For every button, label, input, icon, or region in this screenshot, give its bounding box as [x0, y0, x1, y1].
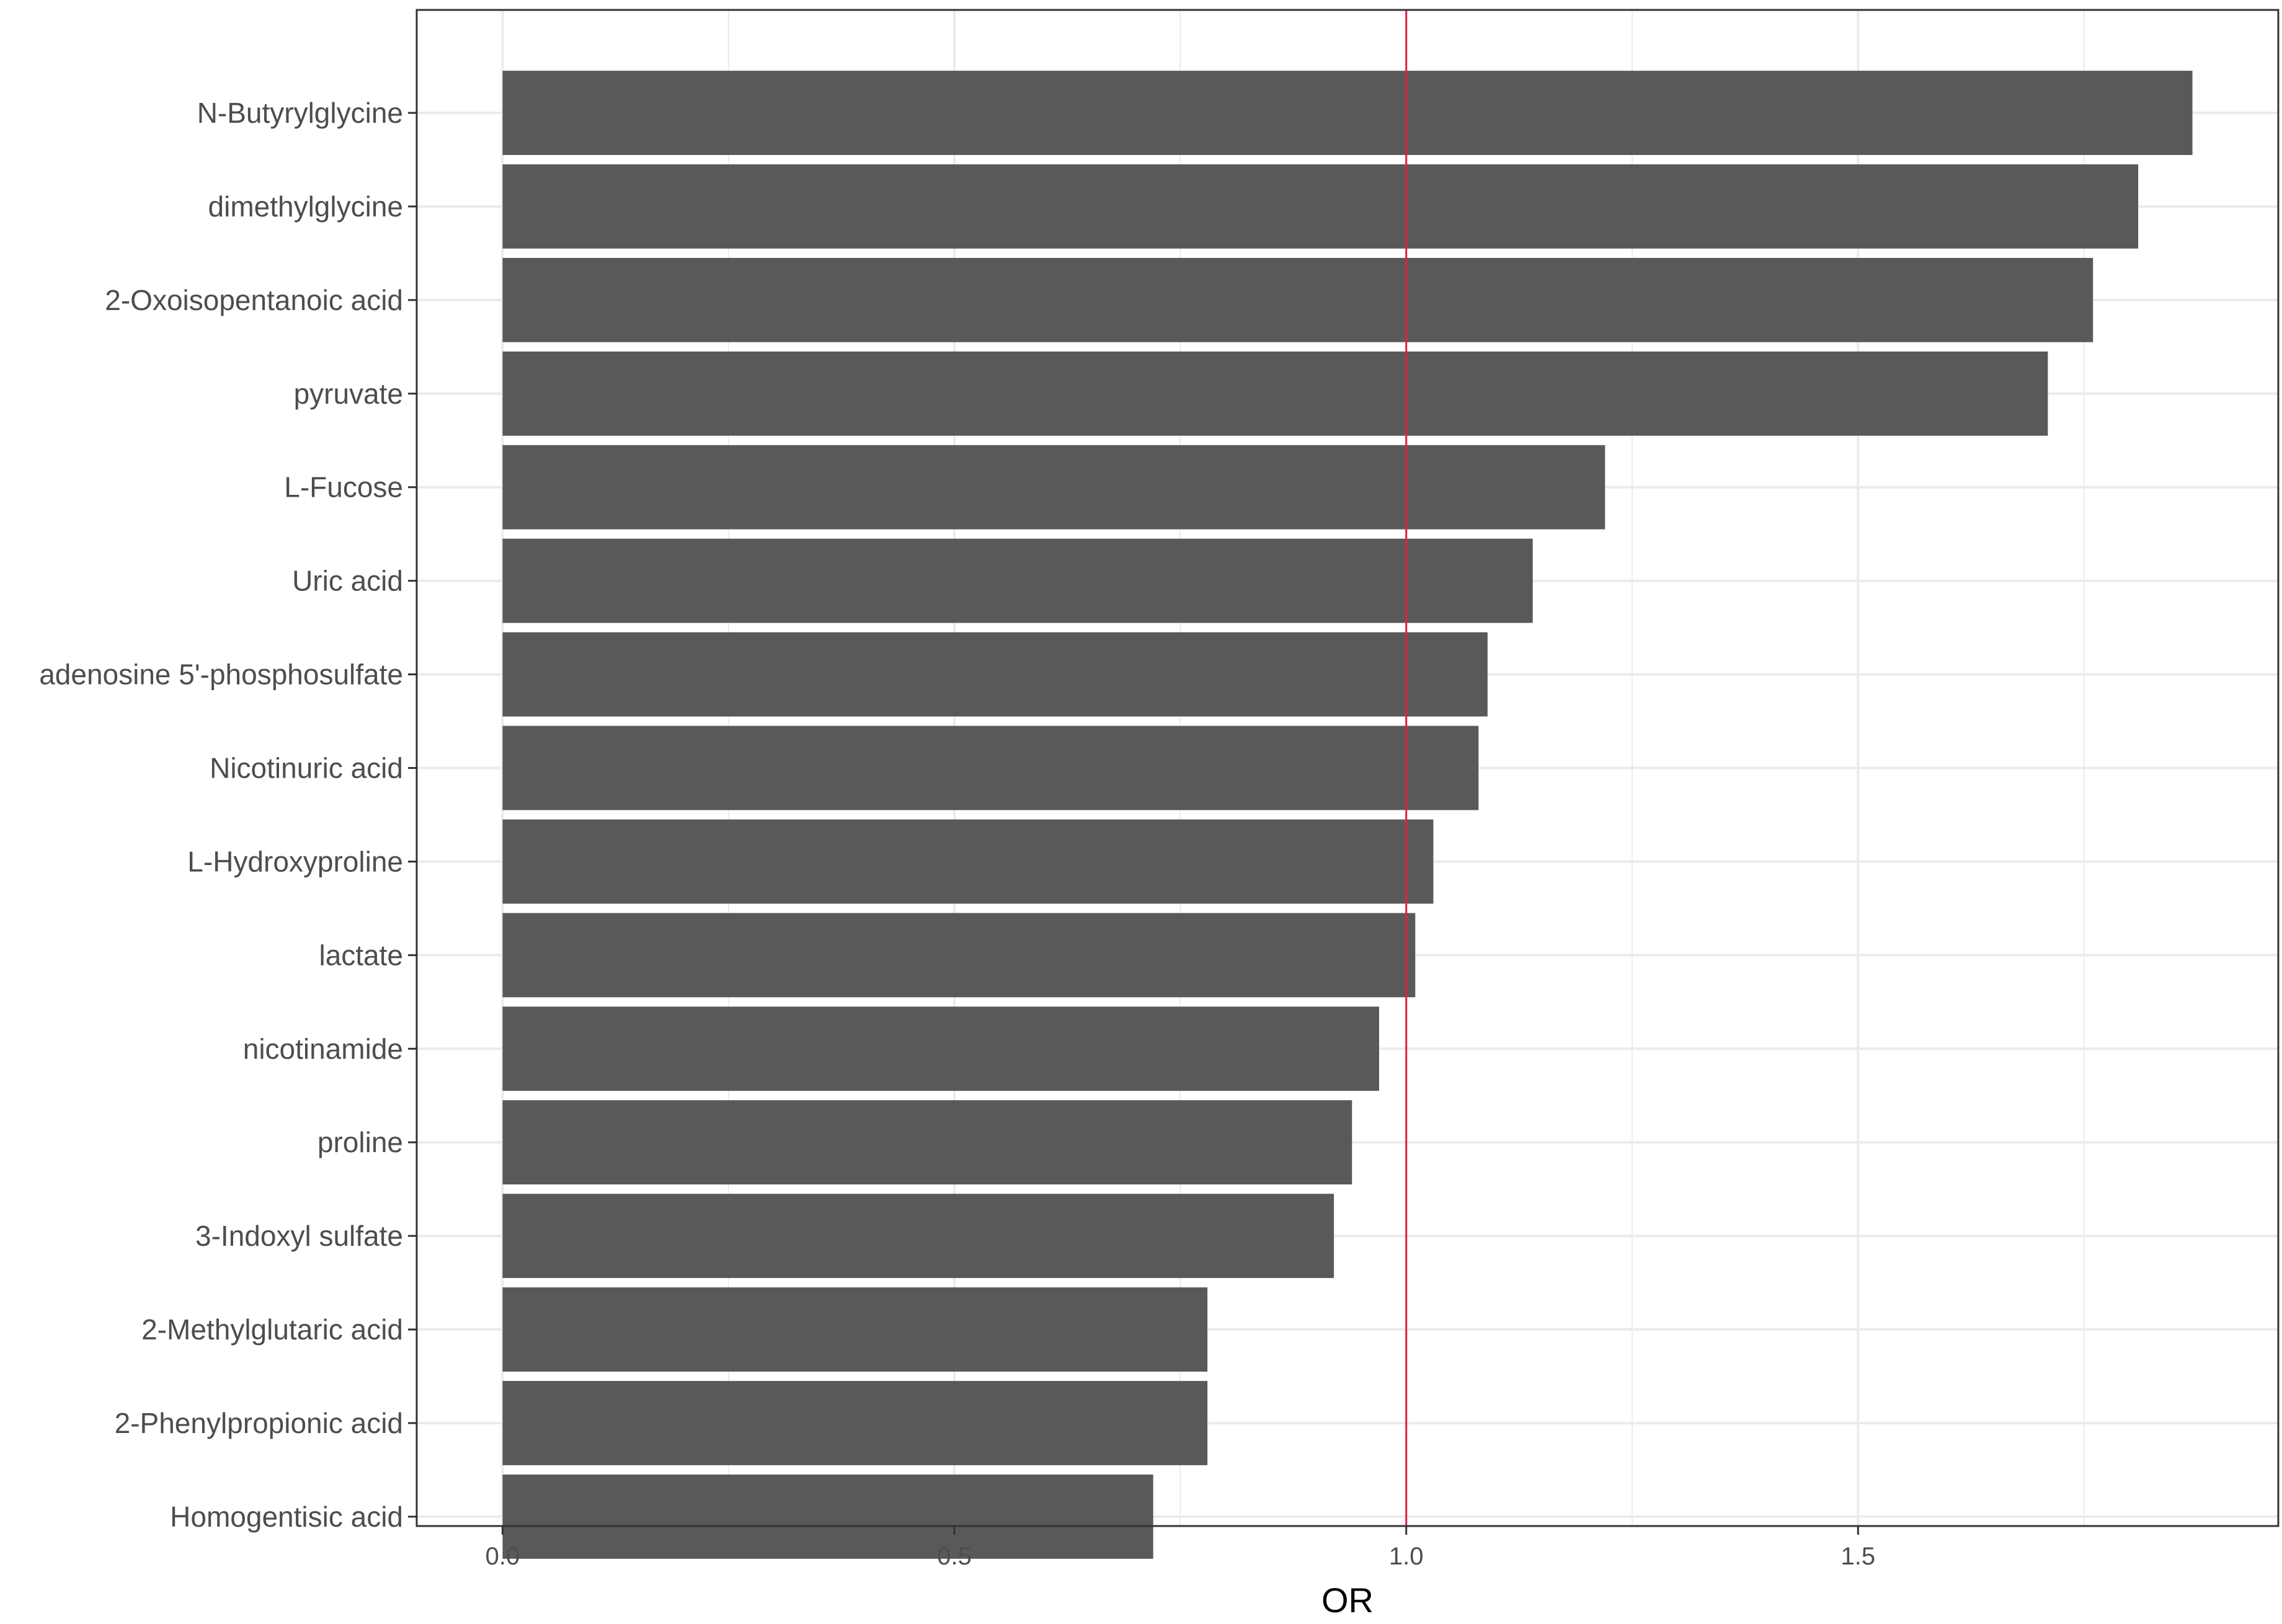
y-tick-label: dimethylglycine: [208, 190, 403, 223]
y-tick-label: L-Fucose: [284, 471, 403, 504]
y-tick-label: 2-Phenylpropionic acid: [115, 1407, 403, 1439]
y-tick-label: N-Butyrylglycine: [197, 97, 403, 129]
y-tick-label: 3-Indoxyl sulfate: [195, 1220, 403, 1252]
bar: [502, 632, 1488, 717]
bar: [502, 1474, 1153, 1559]
bar: [502, 819, 1434, 904]
bar: [502, 445, 1605, 530]
x-tick-label: 0.0: [486, 1543, 520, 1570]
bar: [502, 71, 2193, 155]
x-tick-label: 0.5: [937, 1543, 972, 1570]
y-tick-label: pyruvate: [294, 378, 403, 410]
y-tick-label: proline: [317, 1126, 403, 1158]
bar: [502, 351, 2048, 436]
bars: [502, 71, 2193, 1559]
y-tick-label: lactate: [319, 939, 403, 971]
y-tick-label: 2-Methylglutaric acid: [141, 1313, 403, 1346]
x-tick-label: 1.0: [1389, 1543, 1424, 1570]
bar: [502, 1006, 1380, 1091]
bar: [502, 257, 2093, 342]
x-axis: 0.0 0.5 1.0 1.5: [486, 1526, 1876, 1570]
x-tick-label: 1.5: [1841, 1543, 1876, 1570]
y-tick-label: adenosine 5'-phosphosulfate: [39, 659, 403, 691]
x-axis-title: OR: [1321, 1581, 1374, 1620]
y-tick-label: nicotinamide: [243, 1032, 403, 1065]
bar: [502, 1194, 1334, 1279]
y-tick-label: Homogentisic acid: [170, 1501, 403, 1533]
bar: [502, 164, 2139, 249]
bar: [502, 725, 1479, 810]
y-axis: N-Butyrylglycine dimethylglycine 2-Oxoisop…: [39, 97, 417, 1533]
y-tick-label: L-Hydroxyproline: [187, 845, 403, 877]
y-tick-label: Uric acid: [292, 565, 403, 597]
y-tick-label: 2-Oxoisopentanoic acid: [105, 284, 403, 316]
bar: [502, 1381, 1208, 1465]
bar: [502, 538, 1533, 623]
bar: [502, 1287, 1208, 1372]
bar: [502, 913, 1416, 998]
bar: [502, 1100, 1352, 1185]
y-tick-label: Nicotinuric acid: [210, 752, 403, 784]
